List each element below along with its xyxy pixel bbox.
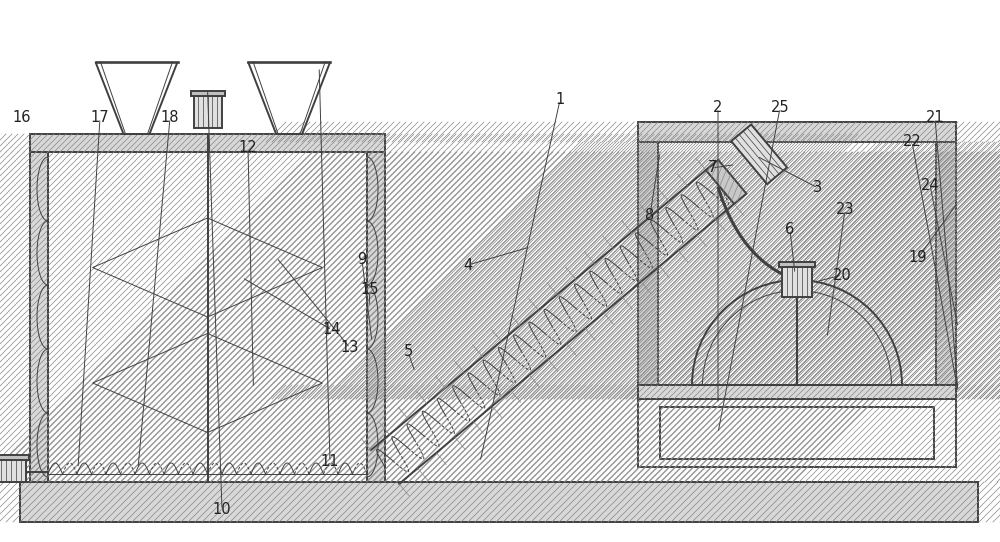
Bar [779,262,815,267]
Bar [194,96,222,128]
Text: 4: 4 [463,257,473,273]
Bar [638,122,956,142]
Text: 25: 25 [771,100,789,115]
Bar [660,407,934,459]
Text: 11: 11 [321,455,339,469]
Polygon shape [706,160,746,204]
Text: 15: 15 [361,282,379,298]
Text: 5: 5 [403,345,413,359]
Text: 18: 18 [161,111,179,126]
Text: 1: 1 [555,93,565,107]
Text: 19: 19 [909,250,927,266]
Text: 24: 24 [921,177,939,192]
Text: 17: 17 [91,111,109,126]
Bar [638,122,956,142]
Bar [936,142,956,399]
Text: 3: 3 [813,180,823,196]
Text: 2: 2 [713,100,723,115]
Bar [638,385,956,399]
Bar [936,142,956,399]
Bar [638,142,658,399]
Text: 7: 7 [707,160,717,176]
Bar [0,460,26,482]
Text: 23: 23 [836,203,854,217]
Bar [0,455,29,460]
Bar [190,91,224,96]
Bar [367,152,385,482]
Text: 21: 21 [926,111,944,126]
Text: 8: 8 [645,208,655,223]
Bar [20,482,978,522]
Bar [367,152,385,482]
Text: 12: 12 [239,140,257,156]
Text: 22: 22 [903,134,921,150]
Text: 6: 6 [785,223,795,237]
Bar [30,152,48,482]
Bar [20,482,978,522]
Text: 14: 14 [323,322,341,338]
Bar [638,385,956,399]
Bar [30,134,385,152]
Bar [48,152,367,482]
Text: 16: 16 [13,111,31,126]
Bar [782,267,812,297]
Bar [658,142,936,399]
Bar [638,399,956,467]
Bar [30,134,385,152]
Bar [638,142,658,399]
Text: 10: 10 [213,502,231,518]
Polygon shape [731,125,787,184]
Text: 9: 9 [357,253,367,268]
Bar [30,152,48,482]
Text: 20: 20 [833,268,851,282]
Text: 13: 13 [341,340,359,356]
